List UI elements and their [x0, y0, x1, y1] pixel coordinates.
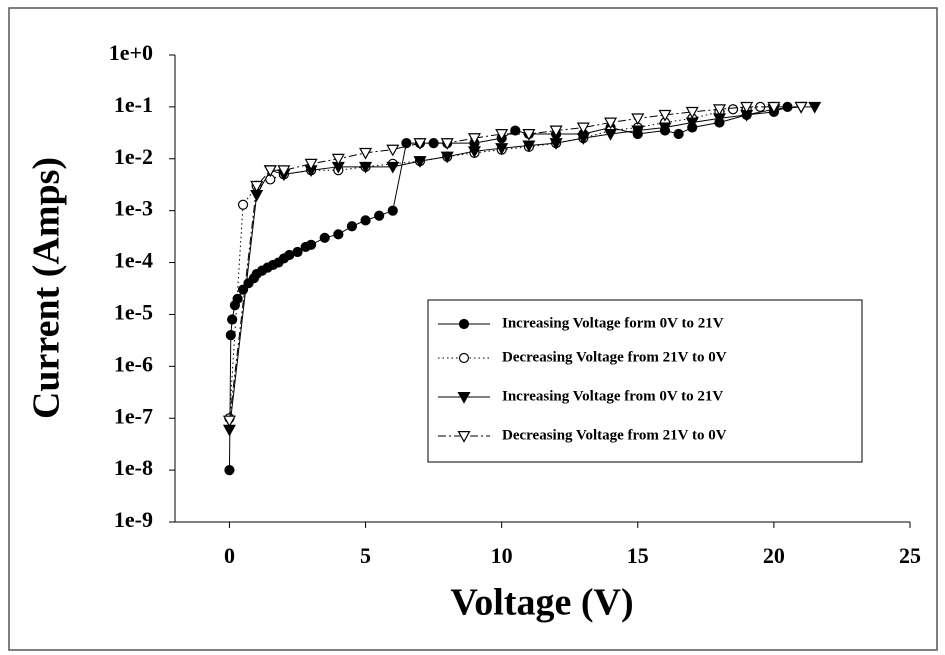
y-tick-label: 1e-1 — [114, 92, 153, 117]
legend-marker — [458, 318, 470, 330]
marker — [306, 239, 317, 250]
marker — [319, 232, 330, 243]
marker — [673, 128, 684, 140]
marker — [767, 101, 781, 114]
marker — [467, 133, 481, 145]
marker — [631, 113, 645, 126]
legend-marker — [457, 431, 471, 443]
marker — [510, 125, 521, 136]
y-axis-label: Current (Amps) — [26, 157, 68, 419]
legend-marker — [457, 392, 471, 404]
marker — [712, 104, 726, 116]
marker — [495, 129, 509, 141]
marker — [374, 210, 385, 221]
marker — [250, 180, 264, 193]
marker — [604, 117, 618, 130]
marker — [727, 104, 739, 115]
y-tick-label: 1e-2 — [114, 144, 153, 169]
marker — [222, 415, 236, 428]
legend-label: Increasing Voltage form 0V to 21V — [502, 315, 724, 331]
y-tick-label: 1e-9 — [114, 507, 153, 532]
legend-box — [427, 299, 863, 463]
marker — [631, 125, 645, 138]
y-tick-label: 1e-7 — [114, 403, 153, 428]
legend-label: Decreasing Voltage from 21V to 0V — [502, 427, 727, 443]
marker — [359, 161, 373, 174]
y-tick-label: 1e-5 — [114, 299, 153, 324]
marker — [227, 314, 238, 325]
y-tick-label: 1e-6 — [114, 351, 153, 376]
frame — [8, 7, 938, 651]
marker — [359, 147, 373, 160]
x-tick-label: 0 — [224, 543, 235, 568]
marker — [549, 125, 563, 138]
x-tick-label: 5 — [360, 543, 371, 568]
marker — [387, 205, 398, 216]
marker — [808, 101, 822, 114]
y-tick-label: 1e-8 — [114, 455, 153, 480]
marker — [604, 129, 618, 141]
legend-marker — [458, 352, 470, 364]
marker — [232, 293, 243, 304]
marker — [263, 165, 277, 178]
legend-label: Decreasing Voltage from 21V to 0V — [502, 349, 727, 365]
marker — [794, 101, 808, 114]
marker — [360, 215, 371, 226]
y-tick-label: 1e-3 — [114, 196, 153, 221]
marker — [225, 329, 236, 341]
marker — [277, 165, 291, 178]
y-tick-label: 1e-4 — [114, 248, 153, 273]
marker — [413, 138, 427, 150]
marker — [522, 140, 536, 153]
x-tick-label: 10 — [491, 543, 513, 568]
series-line — [228, 106, 802, 421]
marker — [331, 153, 345, 166]
marker — [522, 129, 536, 141]
marker — [413, 156, 427, 168]
x-tick-label: 20 — [763, 543, 785, 568]
marker — [685, 106, 699, 119]
marker — [440, 151, 454, 164]
marker — [346, 221, 358, 232]
y-tick-label: 1e+0 — [109, 40, 153, 65]
x-tick-label: 25 — [899, 543, 921, 568]
marker — [386, 144, 400, 157]
marker — [658, 122, 672, 135]
series-line — [228, 106, 815, 430]
marker — [576, 122, 590, 135]
marker — [658, 109, 672, 122]
marker — [333, 229, 344, 240]
marker — [237, 199, 249, 210]
legend-label: Increasing Voltage from 0V to 21V — [502, 388, 723, 404]
marker — [224, 465, 235, 476]
marker — [304, 158, 318, 171]
marker — [467, 146, 481, 158]
marker — [740, 101, 754, 114]
marker — [401, 138, 412, 149]
x-tick-label: 15 — [627, 543, 649, 568]
marker — [440, 138, 454, 150]
marker — [292, 246, 303, 258]
marker — [549, 138, 563, 150]
marker — [386, 161, 400, 174]
x-axis-label: Voltage (V) — [450, 582, 633, 624]
marker — [495, 143, 509, 155]
